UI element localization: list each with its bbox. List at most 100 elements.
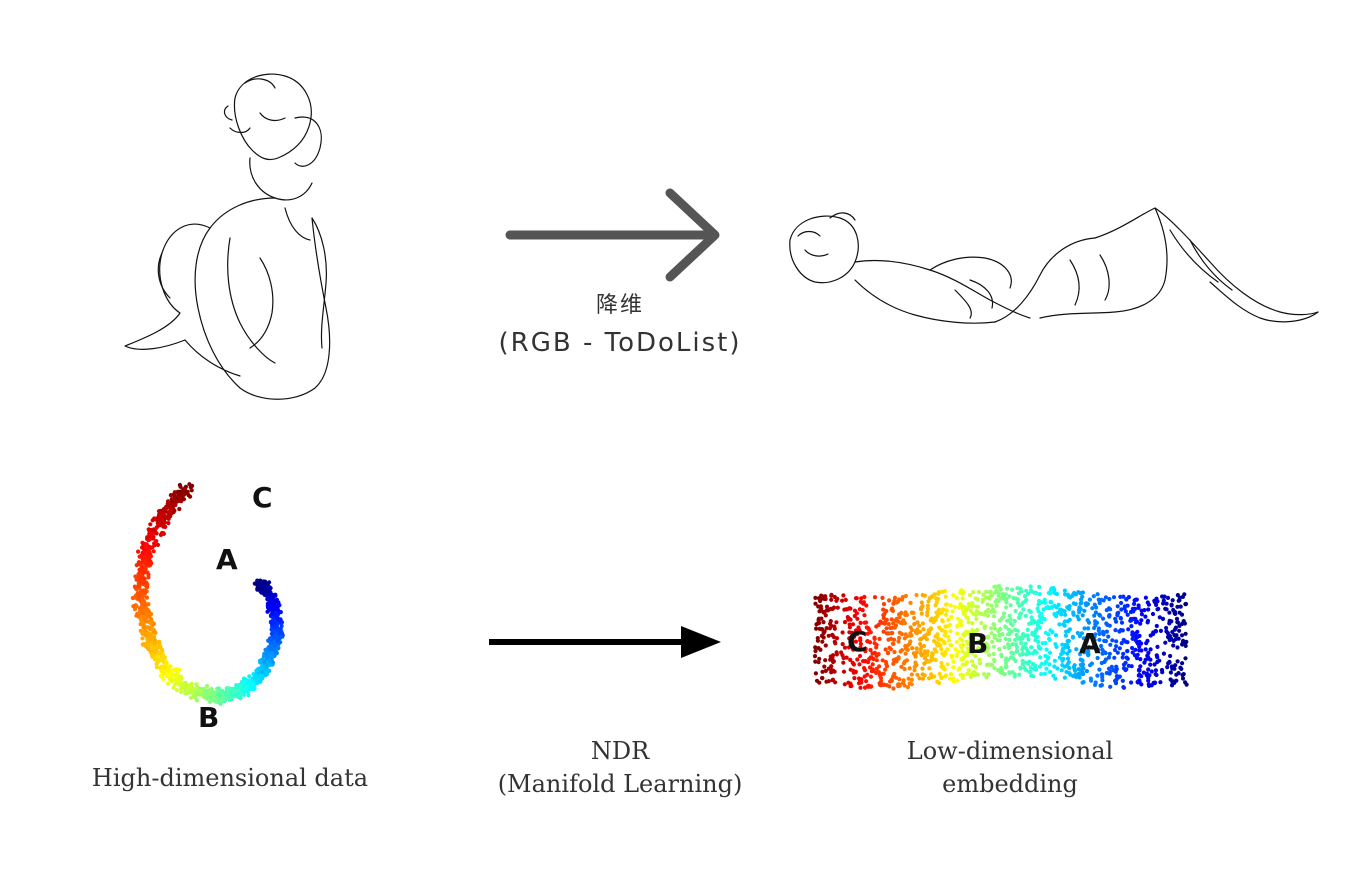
low-point <box>986 607 991 612</box>
low-point <box>935 632 940 637</box>
low-point <box>858 638 863 643</box>
low-point <box>865 639 870 644</box>
low-point <box>913 663 918 668</box>
low-point <box>983 635 988 640</box>
high-point <box>265 589 270 594</box>
low-point <box>1165 665 1170 670</box>
low-point <box>960 675 965 681</box>
high-point <box>133 574 138 579</box>
low-point <box>918 647 923 652</box>
low-point <box>897 597 902 602</box>
low-point <box>823 643 828 648</box>
low-point <box>959 622 964 628</box>
low-point <box>822 664 827 669</box>
high-point <box>263 666 268 671</box>
high-point <box>192 687 197 692</box>
low-point <box>940 618 945 623</box>
low-point <box>848 657 853 662</box>
low-point <box>1075 630 1080 636</box>
high-point <box>155 521 160 526</box>
low-point <box>841 660 846 665</box>
low-point <box>997 584 1002 589</box>
low-point <box>1184 639 1189 644</box>
low-point <box>908 600 913 605</box>
high-point <box>159 669 164 674</box>
high-point <box>164 660 169 665</box>
low-point <box>1007 594 1012 599</box>
low-point <box>1118 616 1123 621</box>
low-point <box>1177 610 1182 615</box>
low-point <box>1104 621 1109 626</box>
low-point <box>840 598 845 603</box>
low-point <box>920 621 925 626</box>
low-point <box>1066 594 1071 599</box>
low-point <box>1095 673 1100 678</box>
low-point <box>979 620 984 626</box>
low-point <box>819 633 824 638</box>
low-point <box>1102 659 1107 664</box>
low-point <box>847 625 852 630</box>
low-point <box>889 631 894 636</box>
low-point <box>989 603 994 608</box>
low-point <box>960 662 965 667</box>
low-point <box>1152 681 1157 686</box>
low-point <box>929 672 934 677</box>
high-point <box>140 642 145 647</box>
low-point <box>862 594 867 600</box>
low-point <box>1065 619 1070 624</box>
low-point <box>1125 649 1130 654</box>
high-point <box>177 482 182 488</box>
high-point <box>141 610 146 615</box>
low-point <box>1100 651 1105 656</box>
low-point <box>856 676 862 681</box>
low-point <box>1076 667 1081 672</box>
low-point <box>1132 601 1137 606</box>
low-point <box>1171 643 1176 648</box>
high-point <box>278 610 283 615</box>
low-point <box>1078 591 1083 596</box>
low-point <box>1172 633 1177 638</box>
low-point <box>1138 657 1143 662</box>
low-point <box>1113 681 1119 686</box>
low-point <box>1057 622 1062 627</box>
high-point <box>275 645 280 650</box>
low-point <box>1003 592 1008 597</box>
low-point <box>909 672 914 677</box>
low-point <box>973 629 978 634</box>
low-point <box>1146 667 1151 672</box>
high-point <box>171 492 176 497</box>
high-point <box>223 691 228 697</box>
high-point <box>144 630 149 635</box>
low-point <box>1005 642 1011 647</box>
low-point <box>1000 595 1005 600</box>
high-point <box>183 485 188 490</box>
low-point <box>940 589 945 594</box>
low-point <box>1178 604 1183 609</box>
low-point <box>832 626 837 631</box>
low-point <box>964 660 969 665</box>
low-point <box>1078 657 1083 662</box>
low-point <box>821 620 826 625</box>
high-point <box>150 645 155 650</box>
low-point <box>878 683 883 688</box>
low-point <box>833 680 838 685</box>
low-point <box>1063 633 1068 638</box>
low-point <box>850 622 856 627</box>
low-point <box>1029 589 1034 594</box>
low-point <box>905 685 910 690</box>
low-point <box>918 641 923 647</box>
low-point <box>939 664 944 669</box>
high-point <box>172 508 177 513</box>
low-point <box>1077 672 1082 677</box>
low-point <box>1084 669 1089 674</box>
low-point <box>874 645 879 650</box>
low-point <box>1137 644 1142 649</box>
low-point <box>1129 664 1134 669</box>
low-point <box>870 651 875 656</box>
low-point <box>1173 636 1178 642</box>
low-point <box>1018 611 1023 616</box>
low-point <box>974 616 979 622</box>
low-point <box>952 604 957 609</box>
low-point <box>903 643 908 649</box>
low-point <box>1146 650 1151 655</box>
